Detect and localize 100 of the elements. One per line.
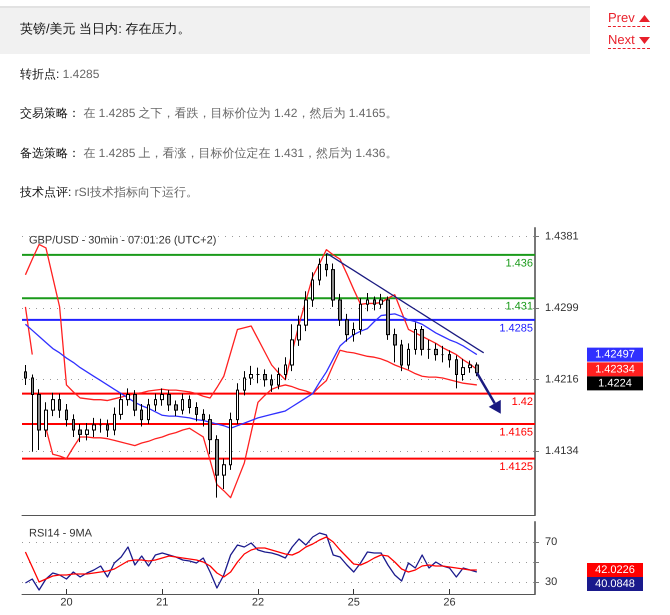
candlestick — [441, 345, 444, 363]
candlestick — [373, 296, 376, 311]
text: 交易策略： 在 1.4285 之下，看跌，目标价位为 1.42，然后为 1.4165。 — [20, 105, 398, 122]
candlestick — [270, 374, 273, 392]
candlestick — [249, 365, 253, 386]
candlestick — [284, 356, 287, 380]
candlestick — [31, 374, 34, 452]
candlestick — [65, 404, 68, 428]
text: GBP/USD - 30min - 07:01:26 (UTC+2) — [29, 234, 216, 246]
candlestick — [119, 393, 123, 420]
candlestick — [58, 393, 61, 418]
text: 1.42334 — [595, 363, 635, 376]
y-tick-label: 1.4299 — [545, 302, 579, 314]
candlestick — [174, 400, 178, 417]
candlestick — [386, 296, 390, 340]
candlestick — [468, 360, 472, 374]
candlestick — [167, 390, 171, 412]
ref-line-label: 1.436 — [505, 257, 533, 270]
text: Next — [608, 32, 650, 49]
text: 转折点: 1.4285 — [20, 66, 100, 83]
candlestick — [297, 315, 301, 346]
y-tick-label: 70 — [545, 536, 558, 548]
candlestick — [202, 408, 205, 428]
text: Prev — [608, 10, 650, 27]
candlestick — [106, 419, 109, 438]
candlestick — [277, 367, 280, 390]
candlestick — [475, 362, 479, 377]
candlestick — [147, 398, 150, 424]
ref-line-label: 1.4165 — [499, 426, 533, 438]
candlestick — [44, 402, 48, 438]
candlestick — [400, 339, 403, 372]
candlestick — [331, 263, 335, 308]
candlestick — [263, 368, 267, 388]
line-series — [326, 252, 484, 354]
candlestick — [215, 434, 219, 498]
candlestick — [338, 293, 342, 326]
candlestick — [229, 412, 232, 470]
candlestick — [393, 328, 397, 363]
candlestick — [37, 388, 41, 450]
x-tick-label: 20 — [60, 596, 73, 608]
candlestick — [427, 339, 431, 360]
candlestick — [236, 382, 239, 424]
text: 42.0226 — [595, 564, 635, 576]
candlestick — [140, 404, 143, 428]
line-series — [24, 313, 478, 429]
y-tick-label: 1.4381 — [545, 230, 579, 243]
candlestick — [352, 322, 355, 342]
candlestick — [24, 364, 27, 386]
text: 40.0848 — [595, 578, 635, 590]
x-tick-label: 25 — [348, 596, 360, 608]
candlestick — [113, 406, 116, 436]
candlestick — [311, 272, 314, 308]
ref-line-label: 1.42 — [512, 396, 533, 408]
y-tick-label: 1.4216 — [545, 374, 579, 386]
candlestick — [455, 354, 458, 389]
candlestick — [154, 393, 157, 412]
candlestick — [208, 414, 212, 455]
candlestick — [126, 388, 130, 406]
candlestick — [78, 423, 82, 443]
candlestick — [290, 324, 294, 372]
candlestick — [420, 325, 424, 356]
candlestick — [366, 292, 369, 312]
candlestick — [195, 402, 198, 422]
y-tick-label: 30 — [545, 576, 558, 588]
candlestick — [379, 293, 383, 310]
candlestick — [160, 388, 164, 406]
candlestick — [414, 322, 417, 356]
candlestick — [345, 313, 349, 342]
candlestick — [448, 350, 451, 368]
candlestick — [133, 390, 137, 417]
candlestick — [181, 393, 184, 415]
x-tick-label: 26 — [443, 596, 456, 608]
candlestick — [434, 342, 438, 362]
candlestick — [325, 254, 328, 278]
candlestick — [359, 298, 362, 336]
candlestick — [51, 392, 55, 417]
text: 1.4224 — [598, 377, 632, 390]
ref-line-label: 1.4285 — [499, 322, 533, 334]
candlestick — [99, 418, 102, 434]
text: 备选策略： 在 1.4285 上，看涨，目标价位定在 1.431，然后为 1.436。 — [20, 145, 398, 162]
x-tick-label: 21 — [156, 596, 168, 608]
candlestick — [222, 458, 226, 490]
candlestick — [243, 370, 246, 396]
candlestick — [85, 422, 89, 441]
y-tick-label: 1.4134 — [545, 444, 579, 457]
candlestick — [256, 367, 260, 384]
text: 英镑/美元 当日内: 存在压力。 — [20, 20, 190, 38]
candlestick — [92, 417, 96, 438]
ref-line-label: 1.4125 — [499, 461, 533, 474]
candlestick — [188, 394, 191, 414]
candlestick — [407, 342, 410, 370]
text: 技术点评: rSI技术指标向下运行。 — [20, 184, 198, 201]
ref-line-label: 1.431 — [505, 300, 533, 313]
line-series — [24, 536, 478, 583]
text: 1.42497 — [595, 348, 635, 361]
candlestick — [461, 358, 465, 382]
x-tick-label: 22 — [252, 596, 264, 608]
chart-title: RSI14 - 9MA — [29, 528, 93, 540]
candlestick — [318, 258, 321, 286]
candlestick — [304, 290, 308, 332]
